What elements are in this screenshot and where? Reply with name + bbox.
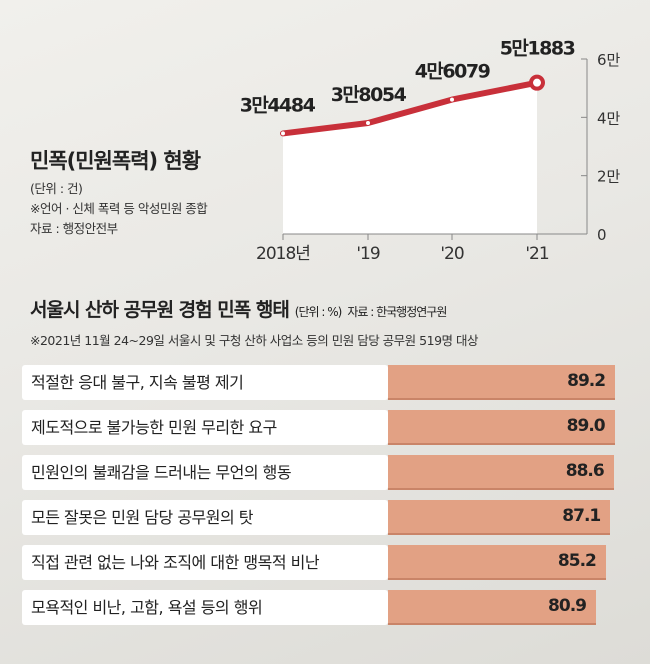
bar: 80.9 xyxy=(388,590,596,625)
line-chart-title: 민폭(민원폭력) 현황 xyxy=(30,149,201,173)
line-area xyxy=(283,82,537,234)
bar-row: 모욕적인 비난, 고함, 욕설 등의 행위 80.9 xyxy=(22,590,622,625)
bar-value-label: 80.9 xyxy=(548,596,587,616)
y-tick-label: 6만 xyxy=(597,51,621,69)
bar-row: 민원인의 불쾌감을 드러내는 무언의 행동 88.6 xyxy=(22,455,622,490)
data-label: 4만6079 xyxy=(415,61,490,83)
x-tick-label: '20 xyxy=(440,244,463,264)
x-tick-label: '19 xyxy=(356,244,379,264)
bar: 88.6 xyxy=(388,455,614,490)
data-label: 5만1883 xyxy=(500,38,575,60)
bar-title-text: 서울시 산하 공무원 경험 민폭 행태 xyxy=(30,299,290,321)
line-chart: 0 2만 4만 6만 2018년 '19 '20 '21 3만4484 3만8054 4만6079 5… xyxy=(240,38,621,264)
bar-category-label: 직접 관련 없는 나와 조직에 대한 맹목적 비난 xyxy=(22,545,388,580)
bar-category-label: 민원인의 불쾌감을 드러내는 무언의 행동 xyxy=(22,455,388,490)
bar-row: 적절한 응대 불구, 지속 불평 제기 89.2 xyxy=(22,365,622,400)
bar-value-label: 88.6 xyxy=(565,461,605,481)
line-series xyxy=(280,79,540,137)
data-label: 3만8054 xyxy=(331,84,407,106)
bar: 87.1 xyxy=(388,500,611,535)
y-tick-label: 4만 xyxy=(597,109,621,127)
bar-chart-title: 서울시 산하 공무원 경험 민폭 행태 (단위 : %) 자료 : 한국행정연구원 xyxy=(30,295,447,322)
bar: 89.2 xyxy=(388,365,616,400)
x-tick-label: '21 xyxy=(525,244,548,264)
bar-unit-note: (단위 : %) xyxy=(294,305,343,319)
bar-row: 직접 관련 없는 나와 조직에 대한 맹목적 비난 85.2 xyxy=(22,545,622,580)
bar-value-label: 85.2 xyxy=(557,551,597,571)
line-source: 자료 : 행정안전부 xyxy=(30,221,118,236)
data-point-last xyxy=(529,74,545,91)
bar: 89.0 xyxy=(388,410,615,445)
bar: 85.2 xyxy=(388,545,606,580)
x-tick-label: 2018년 xyxy=(256,244,310,264)
bar-row: 모든 잘못은 민원 담당 공무원의 탓 87.1 xyxy=(22,500,622,535)
bar-note: ※2021년 11월 24~29일 서울시 및 구청 산하 사업소 등의 민원 … xyxy=(30,333,479,348)
bar-category-label: 제도적으로 불가능한 민원 무리한 요구 xyxy=(22,410,388,445)
bar-value-label: 87.1 xyxy=(562,506,601,526)
data-point xyxy=(450,97,454,102)
bar-category-label: 모욕적인 비난, 고함, 욕설 등의 행위 xyxy=(22,590,388,625)
line-note: ※언어 · 신체 폭력 등 악성민원 종합 xyxy=(30,201,208,216)
data-point xyxy=(281,131,285,136)
bar-row: 제도적으로 불가능한 민원 무리한 요구 89.0 xyxy=(22,410,622,445)
bar-source: 자료 : 한국행정연구원 xyxy=(347,305,447,319)
bar-category-label: 적절한 응대 불구, 지속 불평 제기 xyxy=(22,365,388,400)
y-tick-label: 2만 xyxy=(597,168,621,186)
data-point xyxy=(366,121,370,126)
bar-category-label: 모든 잘못은 민원 담당 공무원의 탓 xyxy=(22,500,388,535)
bar-value-label: 89.0 xyxy=(566,416,606,436)
line-unit-note: (단위 : 건) xyxy=(30,181,83,196)
y-tick-label: 0 xyxy=(597,226,607,244)
data-label: 3만4484 xyxy=(240,94,316,116)
bar-value-label: 89.2 xyxy=(567,371,606,391)
